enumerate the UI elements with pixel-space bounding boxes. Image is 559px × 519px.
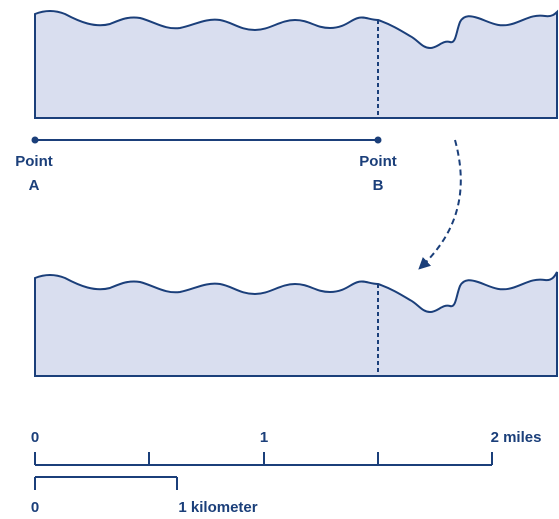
point-a-label-word: Point [15, 153, 53, 170]
km-label-0: 0 [31, 499, 39, 516]
miles-label-1: 1 [260, 429, 268, 446]
bottom-coastline-panel [34, 271, 558, 377]
top-coastline-panel [34, 9, 558, 119]
kilometer-scale-bar [34, 476, 178, 490]
point-a-dot [31, 136, 39, 144]
curved-dashed-arrow [418, 139, 462, 270]
miles-label-2: 2 miles [491, 429, 542, 446]
point-b-label-letter: B [373, 177, 384, 194]
point-a-label-letter: A [29, 177, 40, 194]
miles-scale-bar [34, 452, 493, 466]
point-b-label-word: Point [359, 153, 397, 170]
miles-label-0: 0 [31, 429, 39, 446]
km-label-1: 1 kilometer [178, 499, 257, 516]
point-b-dot [374, 136, 382, 144]
